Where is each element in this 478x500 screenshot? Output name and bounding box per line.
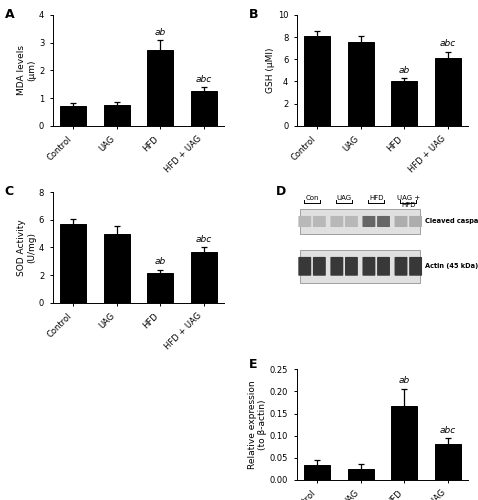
Y-axis label: MDA levels
(μm): MDA levels (μm) — [17, 46, 36, 96]
FancyBboxPatch shape — [362, 216, 375, 227]
Bar — [104, 105, 130, 126]
Bar — [300, 250, 420, 283]
Bar — [147, 273, 173, 303]
Text: E: E — [249, 358, 257, 371]
Text: B: B — [249, 8, 258, 22]
FancyBboxPatch shape — [394, 257, 407, 276]
FancyBboxPatch shape — [409, 257, 422, 276]
Bar — [300, 208, 420, 234]
Text: abc: abc — [439, 426, 456, 434]
Bar — [191, 252, 217, 303]
FancyBboxPatch shape — [313, 216, 326, 227]
Bar — [60, 106, 87, 126]
FancyBboxPatch shape — [330, 257, 343, 276]
Bar — [104, 234, 130, 303]
Text: UAG: UAG — [337, 196, 352, 202]
Bar — [147, 50, 173, 126]
Text: ab: ab — [399, 66, 410, 75]
Text: HFD: HFD — [369, 196, 383, 202]
FancyBboxPatch shape — [345, 216, 358, 227]
Text: ab: ab — [154, 258, 166, 266]
Text: UAG +
HFD: UAG + HFD — [397, 196, 420, 208]
Text: D: D — [276, 186, 286, 198]
Text: ab: ab — [399, 376, 410, 386]
FancyBboxPatch shape — [394, 216, 407, 227]
Bar — [348, 42, 374, 125]
Bar — [304, 466, 330, 480]
Bar — [348, 469, 374, 480]
Text: Con: Con — [305, 196, 319, 202]
Text: C: C — [4, 186, 13, 198]
FancyBboxPatch shape — [313, 257, 326, 276]
Text: abc: abc — [196, 235, 212, 244]
Text: Cleaved caspase -3: Cleaved caspase -3 — [425, 218, 478, 224]
Bar — [391, 406, 417, 480]
Bar — [191, 91, 217, 126]
Bar — [60, 224, 87, 303]
Y-axis label: SOD Activity
(U/mg): SOD Activity (U/mg) — [17, 219, 36, 276]
Bar — [435, 444, 461, 480]
Text: abc: abc — [439, 39, 456, 48]
FancyBboxPatch shape — [377, 257, 390, 276]
FancyBboxPatch shape — [377, 216, 390, 227]
Text: ab: ab — [154, 28, 166, 37]
FancyBboxPatch shape — [362, 257, 375, 276]
FancyBboxPatch shape — [345, 257, 358, 276]
Bar — [304, 36, 330, 126]
FancyBboxPatch shape — [298, 257, 311, 276]
Text: Actin (45 kDa): Actin (45 kDa) — [425, 264, 478, 270]
Text: abc: abc — [196, 74, 212, 84]
FancyBboxPatch shape — [330, 216, 343, 227]
Bar — [435, 58, 461, 126]
Text: A: A — [4, 8, 14, 22]
Y-axis label: GSH (μMl): GSH (μMl) — [266, 48, 275, 93]
FancyBboxPatch shape — [298, 216, 311, 227]
Y-axis label: Relative expression
(to β-actin): Relative expression (to β-actin) — [248, 380, 267, 469]
FancyBboxPatch shape — [409, 216, 422, 227]
Bar — [391, 82, 417, 126]
